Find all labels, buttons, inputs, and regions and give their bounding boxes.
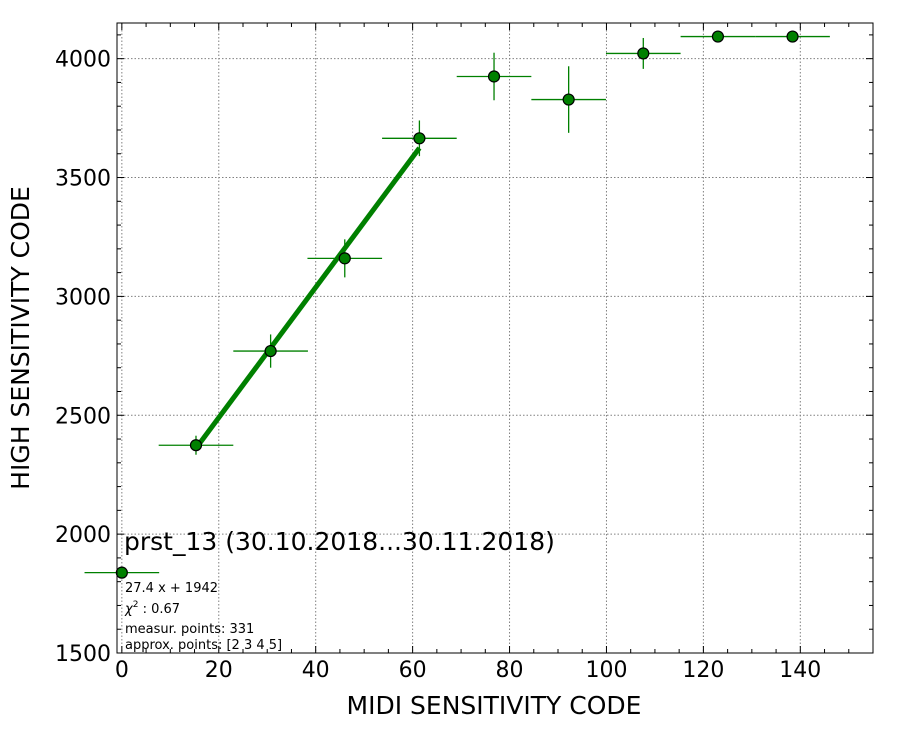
- x-tick-label: 140: [779, 658, 821, 683]
- measured-points-annotation: measur. points: 331: [125, 622, 254, 637]
- x-tick-label: 100: [585, 658, 627, 683]
- data-point: [264, 344, 277, 358]
- grid: [117, 23, 873, 654]
- y-tick-label: 1500: [55, 642, 111, 667]
- data-point: [189, 439, 203, 452]
- data-point: [562, 93, 575, 106]
- chi2-value: : 0.67: [138, 602, 180, 617]
- plot-frame: [116, 22, 874, 654]
- x-axis-label: MIDI SENSITIVITY CODE: [347, 691, 642, 720]
- data-point: [711, 30, 725, 43]
- major-ticks: [117, 23, 873, 654]
- data-point: [115, 566, 128, 579]
- y-tick-label: 3500: [55, 167, 111, 192]
- x-tick-label: 20: [205, 658, 233, 683]
- minor-ticks: [117, 23, 873, 653]
- y-axis-label: HIGH SENSITIVITY CODE: [6, 186, 35, 490]
- data-point: [487, 70, 501, 83]
- errorbars: [84, 35, 830, 574]
- data-point: [413, 132, 426, 145]
- x-tick-label: 80: [496, 658, 524, 683]
- chi2-symbol: χ: [124, 602, 134, 617]
- x-tick-label: 120: [682, 658, 724, 683]
- x-tick-label: 40: [302, 658, 330, 683]
- chi2-exponent: 2: [133, 600, 139, 610]
- data-point: [338, 252, 351, 265]
- fit-layer: [193, 146, 422, 450]
- fit-equation: 27.4 x + 1942: [125, 581, 218, 596]
- y-tick-label: 3000: [55, 285, 111, 310]
- approx-points-annotation: approx. points: [2 3 4 5]: [125, 638, 282, 653]
- chart-title: prst_13 (30.10.2018...30.11.2018): [124, 527, 555, 556]
- tick-labels: 0 20 40 60 80 100 120 140 1500 2000 2500 3000 3500 40…: [55, 48, 821, 683]
- fit-line: [193, 146, 422, 450]
- data-point: [637, 47, 650, 60]
- y-tick-label: 4000: [55, 48, 111, 73]
- x-tick-label: 60: [399, 658, 427, 683]
- chi2-annotation: χ2 : 0.67: [124, 600, 180, 617]
- y-tick-label: 2000: [55, 523, 111, 548]
- y-tick-label: 2500: [55, 404, 111, 429]
- data-point: [786, 30, 799, 43]
- data-points: [115, 30, 799, 579]
- x-tick-label: 0: [115, 658, 129, 683]
